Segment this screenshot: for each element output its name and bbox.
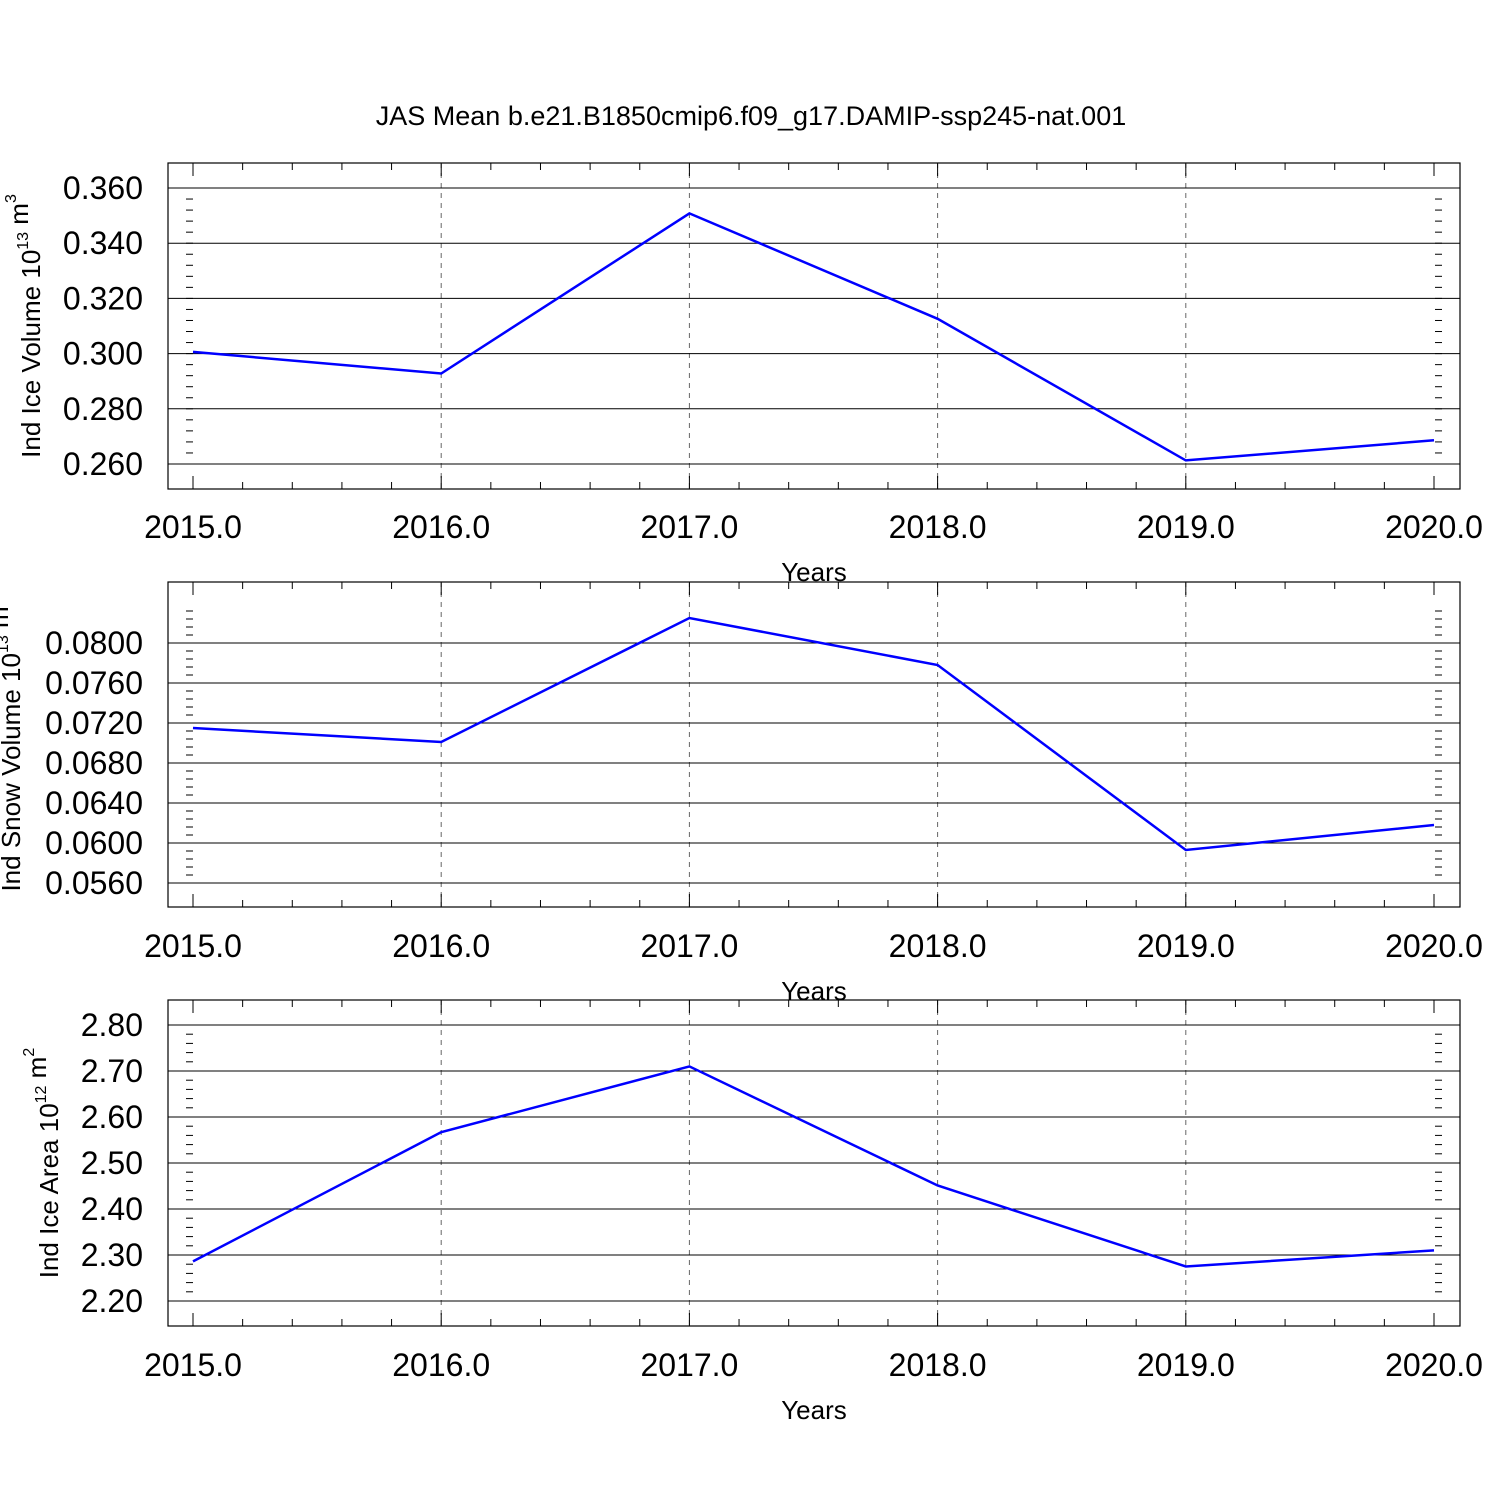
- y-axis-label: Ind Snow Volume 1013 m3: [0, 597, 26, 891]
- x-tick-label: 2018.0: [889, 509, 987, 545]
- y-tick-label: 0.260: [63, 446, 143, 482]
- y-axis-label-part: m: [4, 203, 34, 232]
- y-tick-label: 2.40: [81, 1191, 143, 1227]
- y-axis-label-part: Ind Ice Volume 10: [16, 250, 46, 458]
- y-tick-label: 2.20: [81, 1283, 143, 1319]
- y-tick-label: 0.280: [63, 391, 143, 427]
- y-tick-label: 0.0640: [45, 785, 143, 821]
- y-axis-label-superscript: 13: [0, 635, 12, 653]
- y-axis-label-superscript: 13: [15, 232, 32, 250]
- y-tick-label: 2.30: [81, 1237, 143, 1273]
- plot-frame: [167, 162, 1461, 490]
- y-tick-label: 2.80: [81, 1007, 143, 1043]
- x-tick-label: 2015.0: [144, 509, 242, 545]
- y-axis-label: Ind Ice Volume 1013 m3: [3, 194, 46, 458]
- x-tick-label: 2016.0: [392, 1347, 490, 1383]
- x-axis-label: Years: [781, 976, 847, 1006]
- x-tick-label: 2020.0: [1385, 509, 1483, 545]
- series-line: [192, 616, 1435, 852]
- y-axis-label-part: m: [22, 1057, 52, 1086]
- x-tick-label: 2017.0: [640, 928, 738, 964]
- x-tick-label: 2015.0: [144, 928, 242, 964]
- y-tick-label: 0.0800: [45, 625, 143, 661]
- panel-3: 2.20 2.30 2.40 2.50 2.60 2.70 2.80 2015.0 2016.0…: [21, 999, 1483, 1425]
- y-tick-label: 0.0680: [45, 745, 143, 781]
- y-tick-label: 0.300: [63, 336, 143, 372]
- panel-2: 0.0560 0.0600 0.0640 0.0680 0.0720 0.0760 0.08…: [0, 581, 1483, 1006]
- x-tick-label: 2015.0: [144, 1347, 242, 1383]
- x-tick-label: 2016.0: [392, 509, 490, 545]
- x-tick-label: 2020.0: [1385, 1347, 1483, 1383]
- y-tick-label: 0.0760: [45, 665, 143, 701]
- y-tick-label: 0.320: [63, 280, 143, 316]
- y-axis-label-superscript: 2: [21, 1048, 38, 1057]
- plot-frame: [167, 581, 1461, 908]
- y-tick-label: 2.60: [81, 1099, 143, 1135]
- x-tick-label: 2016.0: [392, 928, 490, 964]
- y-axis-label-superscript: 3: [3, 194, 20, 203]
- y-axis-label-part: m: [0, 606, 14, 635]
- y-tick-label: 0.0560: [45, 865, 143, 901]
- x-tick-label: 2017.0: [640, 509, 738, 545]
- x-tick-label: 2018.0: [889, 928, 987, 964]
- x-tick-label: 2017.0: [640, 1347, 738, 1383]
- y-axis-label-part: Ind Snow Volume 10: [0, 653, 26, 892]
- x-axis-label: Years: [781, 1395, 847, 1425]
- y-axis-label-part: Ind Ice Area 10: [34, 1103, 64, 1278]
- y-tick-label: 2.70: [81, 1053, 143, 1089]
- series-line: [192, 211, 1435, 462]
- x-tick-label: 2020.0: [1385, 928, 1483, 964]
- panels: 0.260 0.280 0.300 0.320 0.340 0.360 2015.0 2016…: [0, 162, 1483, 1425]
- y-tick-label: 0.360: [63, 170, 143, 206]
- y-axis-label: Ind Ice Area 1012 m2: [21, 1048, 64, 1279]
- y-tick-label: 0.0600: [45, 825, 143, 861]
- series-line: [192, 1065, 1435, 1268]
- chart-title: JAS Mean b.e21.B1850cmip6.f09_g17.DAMIP-…: [376, 101, 1126, 131]
- y-axis-label-superscript: 12: [33, 1085, 50, 1103]
- x-tick-label: 2019.0: [1137, 509, 1235, 545]
- y-tick-label: 2.50: [81, 1145, 143, 1181]
- y-tick-label: 0.0720: [45, 705, 143, 741]
- panel-1: 0.260 0.280 0.300 0.320 0.340 0.360 2015.0 2016…: [3, 162, 1483, 587]
- x-tick-label: 2018.0: [889, 1347, 987, 1383]
- x-tick-label: 2019.0: [1137, 1347, 1235, 1383]
- y-tick-label: 0.340: [63, 225, 143, 261]
- x-tick-label: 2019.0: [1137, 928, 1235, 964]
